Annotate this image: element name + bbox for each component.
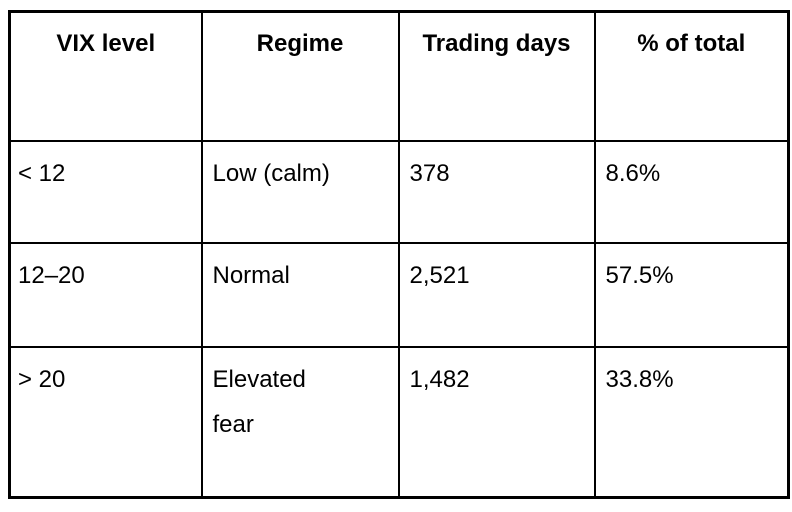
column-header-trading-days: Trading days <box>397 10 596 142</box>
cell-value: Normal <box>212 261 290 289</box>
column-header-label: Trading days <box>422 30 571 57</box>
cell-vix-level: < 12 <box>8 139 203 244</box>
cell-value: 2,521 <box>409 261 470 289</box>
cell-value: 12–20 <box>18 261 85 289</box>
cell-value: Low (calm) <box>212 159 330 187</box>
cell-value: 33.8% <box>605 365 674 393</box>
cell-pct-of-total: 33.8% <box>593 345 790 499</box>
cell-value: > 20 <box>18 365 66 393</box>
cell-trading-days: 378 <box>397 139 596 244</box>
table-row-normal-regime: 12–20 Normal 2,521 57.5% <box>8 241 790 348</box>
cell-value: 378 <box>409 159 450 187</box>
cell-trading-days: 1,482 <box>397 345 596 499</box>
table-row-low-regime: < 12 Low (calm) 378 8.6% <box>8 139 790 244</box>
column-header-regime: Regime <box>200 10 400 142</box>
cell-value: < 12 <box>18 159 66 187</box>
column-header-pct-of-total: % of total <box>593 10 790 142</box>
vix-regime-table: VIX level Regime Trading days % of total… <box>8 10 790 499</box>
cell-trading-days: 2,521 <box>397 241 596 348</box>
column-header-vix-level: VIX level <box>8 10 203 142</box>
table-row-elevated-fear-regime: > 20 Elevated fear 1,482 33.8% <box>8 345 790 499</box>
cell-value: Elevated fear <box>212 365 306 439</box>
cell-pct-of-total: 57.5% <box>593 241 790 348</box>
cell-regime: Elevated fear <box>200 345 400 499</box>
cell-regime: Normal <box>200 241 400 348</box>
cell-vix-level: > 20 <box>8 345 203 499</box>
cell-regime: Low (calm) <box>200 139 400 244</box>
cell-value: 1,482 <box>409 365 470 393</box>
cell-value: 8.6% <box>605 159 661 187</box>
cell-value: 57.5% <box>605 261 674 289</box>
table-header-row: VIX level Regime Trading days % of total <box>8 10 790 142</box>
cell-pct-of-total: 8.6% <box>593 139 790 244</box>
column-header-label: Regime <box>256 30 344 57</box>
column-header-label: % of total <box>637 30 746 57</box>
column-header-label: VIX level <box>56 30 156 57</box>
cell-vix-level: 12–20 <box>8 241 203 348</box>
